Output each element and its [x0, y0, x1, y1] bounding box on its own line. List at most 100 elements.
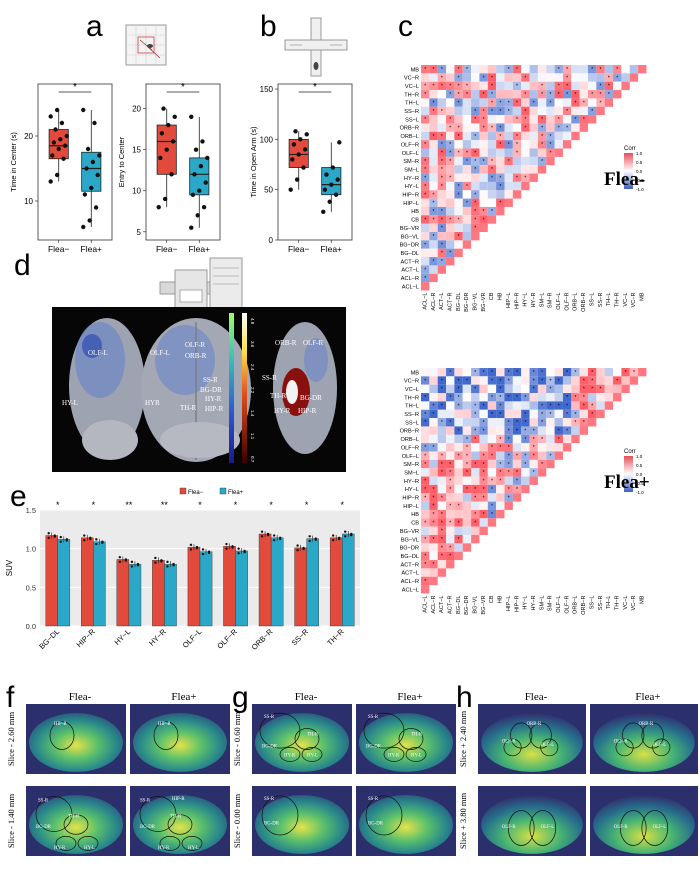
plus-maze-icon	[284, 17, 348, 77]
heatmap-cell	[471, 434, 480, 444]
heatmap-sig-mark: *	[474, 512, 476, 518]
data-point	[166, 122, 171, 128]
heatmap-cell	[546, 376, 555, 385]
heatmap-cell	[613, 393, 622, 402]
row-label: ORB−L	[401, 134, 420, 140]
data-point	[333, 192, 339, 197]
heatmap-cell	[504, 81, 513, 91]
slice-brain-uptake	[481, 795, 583, 854]
data-point	[314, 538, 317, 541]
heatmap-sig-mark: *	[608, 84, 610, 90]
heatmap-sig-mark: *	[574, 100, 576, 106]
legend-swatch	[219, 487, 227, 495]
heatmap-sig-mark: *	[499, 470, 501, 476]
heatmap-sig-mark: *	[449, 217, 451, 223]
data-point	[322, 187, 328, 192]
heatmap-cell	[437, 140, 447, 149]
region-outline	[507, 810, 535, 846]
heatmap-sig-mark: *	[591, 370, 593, 376]
heatmap-cell	[554, 393, 563, 402]
heatmap-cell	[437, 240, 447, 249]
heatmap-cell	[537, 426, 547, 435]
heatmap-sig-mark: *	[458, 75, 460, 81]
heatmap-cell	[454, 543, 463, 552]
heatmap-sig-mark: *	[491, 92, 493, 98]
heatmap-cell	[471, 90, 480, 99]
heatmap-cell	[512, 451, 522, 460]
heatmap-cell	[454, 73, 463, 82]
heatmap-sig-mark: *	[458, 403, 460, 409]
row-label: VC−L	[405, 84, 419, 90]
x-tick-label: Flea−	[48, 244, 70, 254]
heatmap-sig-mark: *	[466, 84, 468, 90]
heatmap-cell	[446, 240, 455, 249]
heatmap-sig-mark: *	[616, 75, 618, 81]
heatmap-cell	[454, 418, 463, 427]
legend-colorbar	[624, 153, 633, 189]
heatmap-sig-mark: *	[558, 378, 560, 384]
heatmap-cell	[521, 459, 530, 469]
heatmap-cell	[579, 418, 588, 427]
slice-region-label: SS-R	[368, 715, 379, 720]
heatmap-cell	[454, 115, 463, 124]
heatmap-sig-mark: *	[433, 403, 435, 409]
heatmap-cell	[471, 115, 480, 124]
heatmap-sig-mark: *	[441, 67, 443, 73]
heatmap-cell	[479, 65, 488, 74]
significance-label: *	[56, 500, 60, 510]
significance-label: *	[234, 500, 238, 510]
heatmap-cell	[537, 81, 547, 91]
heatmap-sig-mark: *	[591, 403, 593, 409]
slice-region-label: OLF-R	[614, 825, 629, 830]
y-tick-label: 100	[260, 135, 274, 144]
col-label: BG−VL	[473, 292, 479, 310]
heatmap-sig-mark: *	[541, 378, 543, 384]
heatmap-sig-mark: *	[566, 428, 568, 434]
heatmap-cell	[446, 543, 455, 552]
brain-region-label: HY-R	[205, 395, 222, 403]
heatmap-cell	[479, 443, 488, 452]
heatmap-cell	[462, 106, 472, 116]
heatmap-cell	[446, 426, 455, 435]
heatmap-cell	[496, 368, 505, 377]
data-point	[189, 225, 194, 230]
region-outline	[503, 738, 522, 757]
heatmap-cell	[454, 206, 463, 216]
box	[81, 151, 102, 192]
heatmap-sig-mark: *	[449, 479, 451, 485]
heatmap-sig-mark: *	[616, 378, 618, 384]
heatmap-cell	[521, 65, 530, 74]
region-outline	[167, 814, 193, 835]
heatmap-cell	[429, 409, 438, 419]
heatmap-sig-mark: *	[433, 84, 435, 90]
legend-tick-label: -1.0	[636, 490, 644, 495]
row-label: SS−R	[404, 109, 419, 115]
row-label: HIP−R	[402, 193, 419, 199]
heatmap-cell	[512, 384, 522, 394]
heatmap-cell	[462, 240, 472, 249]
heatmap-cell	[454, 232, 463, 241]
heatmap-sig-mark: *	[458, 395, 460, 401]
bar	[187, 546, 201, 627]
heatmap-cell	[471, 190, 480, 199]
brain-region-label: BG-DR	[300, 394, 322, 402]
heatmap-sig-mark: *	[424, 184, 426, 190]
data-point	[201, 552, 205, 556]
heatmap-cell	[437, 384, 447, 394]
heatmap-sig-mark: *	[508, 428, 510, 434]
y-axis-label: Time in Center (s)	[9, 132, 18, 192]
heatmap-cell	[537, 90, 547, 99]
heatmap-cell	[437, 215, 447, 224]
heatmap-cell	[504, 443, 513, 452]
data-point	[243, 550, 246, 554]
data-point	[207, 551, 211, 555]
heatmap-sig-mark: *	[449, 487, 451, 493]
heatmap-cell	[437, 535, 447, 544]
heatmap-cell	[429, 393, 438, 402]
heatmap-cell	[579, 426, 588, 435]
heatmap-cell	[596, 384, 605, 394]
heatmap-cell	[454, 468, 463, 477]
data-point	[324, 172, 329, 177]
heatmap-cell	[554, 443, 563, 452]
heatmap-cell	[496, 156, 505, 166]
